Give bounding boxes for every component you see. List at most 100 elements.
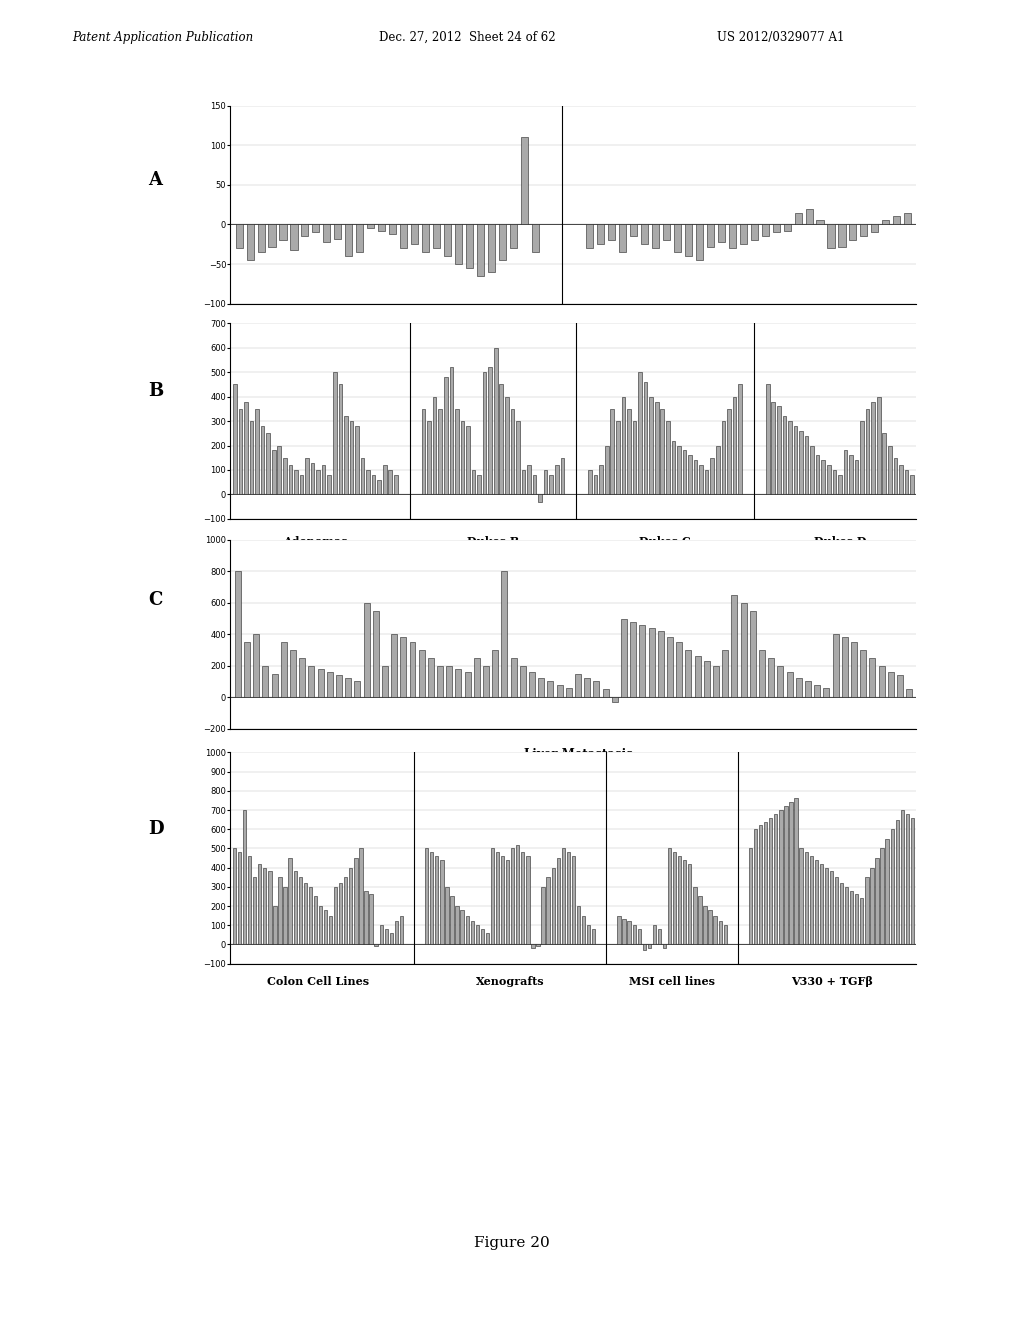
Bar xyxy=(299,878,302,944)
Bar xyxy=(582,916,585,944)
Bar xyxy=(425,849,428,944)
Bar xyxy=(272,450,275,495)
Text: A: A xyxy=(148,170,163,189)
Bar xyxy=(238,853,241,944)
Text: Dec. 27, 2012  Sheet 24 of 62: Dec. 27, 2012 Sheet 24 of 62 xyxy=(379,30,555,44)
Bar xyxy=(329,916,332,944)
Bar xyxy=(587,925,590,944)
Bar xyxy=(575,673,581,697)
Bar xyxy=(368,224,374,228)
Bar xyxy=(866,409,869,495)
Bar xyxy=(800,849,803,944)
Bar xyxy=(693,461,697,495)
Text: US 2012/0329077 A1: US 2012/0329077 A1 xyxy=(717,30,844,44)
Bar xyxy=(511,409,514,495)
Bar xyxy=(611,697,617,702)
Bar xyxy=(316,470,319,495)
Bar xyxy=(771,401,775,495)
Bar xyxy=(698,896,701,944)
Bar xyxy=(685,649,691,697)
Bar xyxy=(356,224,364,252)
Bar xyxy=(639,624,645,697)
Bar xyxy=(855,895,858,944)
Bar xyxy=(327,672,333,697)
Bar xyxy=(258,863,261,944)
Bar xyxy=(777,665,783,697)
Bar xyxy=(711,458,714,495)
Bar xyxy=(620,224,627,252)
Bar xyxy=(883,433,886,495)
Bar xyxy=(621,619,627,697)
Bar xyxy=(419,649,425,697)
Bar xyxy=(560,458,564,495)
Bar xyxy=(844,450,847,495)
Bar xyxy=(685,224,692,256)
Bar xyxy=(477,475,481,495)
Bar xyxy=(777,407,780,495)
Text: Dukes C: Dukes C xyxy=(639,536,691,548)
Bar xyxy=(531,944,535,948)
Bar xyxy=(879,665,885,697)
Bar xyxy=(555,465,558,495)
Bar xyxy=(499,224,506,260)
Bar xyxy=(550,475,553,495)
Bar xyxy=(657,631,664,697)
Bar xyxy=(308,665,314,697)
Bar xyxy=(476,925,479,944)
Bar xyxy=(683,859,686,944)
Bar xyxy=(344,416,348,495)
Bar xyxy=(815,859,818,944)
Bar xyxy=(630,622,636,697)
Bar xyxy=(438,409,442,495)
Text: C: C xyxy=(148,590,163,609)
Bar xyxy=(521,470,525,495)
Bar xyxy=(851,642,857,697)
Bar xyxy=(766,384,769,495)
Bar xyxy=(370,895,373,944)
Text: Liver C. Muscle: Liver C. Muscle xyxy=(697,339,800,352)
Bar xyxy=(799,430,803,495)
Bar xyxy=(334,887,337,944)
Bar xyxy=(487,224,495,272)
Bar xyxy=(427,421,431,495)
Bar xyxy=(705,470,709,495)
Bar xyxy=(713,665,719,697)
Bar xyxy=(718,224,725,242)
Bar xyxy=(281,642,287,697)
Bar xyxy=(365,891,368,944)
Bar xyxy=(502,572,508,697)
Bar xyxy=(266,433,270,495)
Bar xyxy=(838,475,842,495)
Bar xyxy=(891,829,894,944)
Bar xyxy=(896,820,899,944)
Bar xyxy=(814,685,820,697)
Bar xyxy=(505,397,509,495)
Bar xyxy=(304,883,307,944)
Bar xyxy=(587,224,594,248)
Bar xyxy=(430,853,433,944)
Bar xyxy=(364,603,370,697)
Bar xyxy=(674,224,681,252)
Bar xyxy=(244,401,248,495)
Bar xyxy=(410,642,416,697)
Bar xyxy=(790,803,793,944)
Bar xyxy=(823,688,829,697)
Bar xyxy=(694,656,700,697)
Bar xyxy=(610,409,614,495)
Bar xyxy=(641,224,648,244)
Bar xyxy=(622,397,626,495)
Bar xyxy=(577,906,581,944)
Bar xyxy=(289,858,292,944)
Bar xyxy=(537,944,540,946)
Bar xyxy=(648,944,651,948)
Bar xyxy=(833,635,839,697)
Bar xyxy=(526,857,529,944)
Bar xyxy=(547,878,550,944)
Bar xyxy=(511,657,517,697)
Bar xyxy=(762,224,769,236)
Bar xyxy=(709,909,712,944)
Bar xyxy=(768,657,774,697)
Bar xyxy=(247,224,254,260)
Bar xyxy=(603,689,608,697)
Text: MSI cell lines: MSI cell lines xyxy=(629,977,715,987)
